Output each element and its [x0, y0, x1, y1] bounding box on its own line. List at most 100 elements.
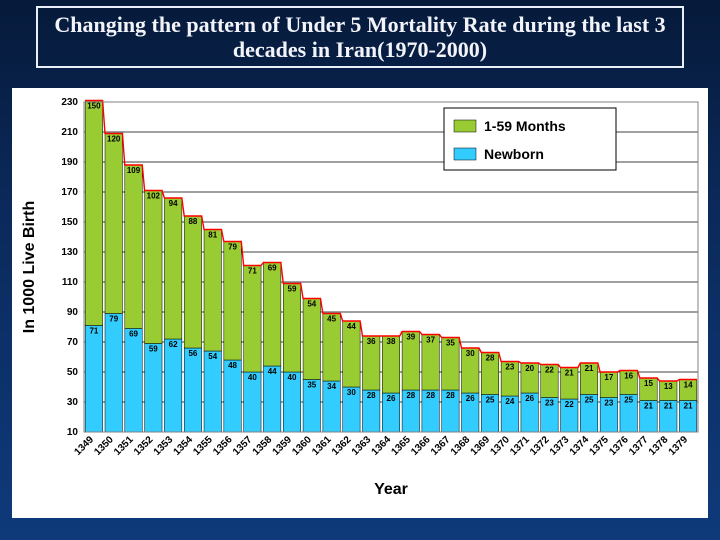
bar-label-newborn: 21: [684, 402, 693, 411]
bar-label-newborn: 28: [406, 391, 415, 400]
bar-months59: [184, 216, 201, 348]
bar-months59: [204, 230, 221, 352]
bar-months59: [164, 198, 181, 339]
x-tick-label: 1351: [112, 434, 136, 458]
x-tick-label: 1361: [310, 434, 334, 458]
bar-months59: [263, 263, 280, 367]
legend-label: 1-59 Months: [484, 118, 566, 134]
bar-label-newborn: 69: [129, 330, 138, 339]
bar-newborn: [184, 348, 201, 432]
slide-root: Changing the pattern of Under 5 Mortalit…: [0, 0, 720, 540]
x-tick-label: 1372: [528, 434, 552, 458]
y-tick-label: 70: [67, 337, 79, 348]
bar-months59: [125, 165, 142, 329]
x-tick-label: 1357: [231, 434, 255, 458]
x-tick-label: 1363: [350, 434, 374, 458]
x-tick-label: 1353: [152, 434, 176, 458]
x-tick-label: 1366: [409, 434, 433, 458]
x-tick-label: 1352: [132, 434, 156, 458]
y-tick-label: 110: [62, 277, 79, 288]
slide-title: Changing the pattern of Under 5 Mortalit…: [52, 12, 668, 63]
bar-months59: [224, 242, 241, 361]
bar-newborn: [204, 351, 221, 432]
bar-label-newborn: 44: [268, 367, 277, 376]
bar-newborn: [164, 339, 181, 432]
legend-label: Newborn: [484, 146, 544, 162]
x-tick-label: 1373: [548, 434, 572, 458]
x-tick-label: 1367: [429, 434, 453, 458]
bar-months59: [105, 134, 122, 314]
bar-label-newborn: 28: [446, 391, 455, 400]
bar-label-newborn: 62: [169, 340, 178, 349]
bar-label-months59: 59: [288, 285, 297, 294]
bar-label-newborn: 28: [426, 391, 435, 400]
x-tick-label: 1356: [211, 434, 235, 458]
bar-newborn: [224, 360, 241, 432]
x-tick-label: 1354: [172, 434, 196, 458]
bar-label-months59: 88: [188, 217, 197, 226]
bar-label-newborn: 25: [624, 396, 633, 405]
bar-label-months59: 14: [684, 381, 693, 390]
bar-label-newborn: 23: [545, 399, 554, 408]
bar-label-months59: 13: [664, 382, 673, 391]
x-tick-label: 1376: [607, 434, 631, 458]
chart-container: 1030507090110130150170190210230150711207…: [12, 88, 708, 518]
slide-title-box: Changing the pattern of Under 5 Mortalit…: [36, 6, 684, 68]
y-tick-label: 210: [61, 127, 78, 138]
bar-label-newborn: 22: [565, 400, 574, 409]
bar-label-newborn: 71: [89, 327, 98, 336]
bar-label-newborn: 25: [585, 396, 594, 405]
y-tick-label: 170: [61, 187, 78, 198]
x-tick-label: 1360: [290, 434, 314, 458]
y-tick-label: 230: [61, 97, 78, 108]
bar-label-newborn: 23: [604, 399, 613, 408]
bar-label-months59: 22: [545, 366, 554, 375]
bar-months59: [145, 191, 162, 344]
bar-label-newborn: 35: [307, 381, 316, 390]
legend-swatch: [454, 120, 476, 132]
bar-label-newborn: 26: [525, 394, 534, 403]
bar-label-months59: 38: [387, 337, 396, 346]
x-tick-label: 1369: [469, 434, 493, 458]
y-tick-label: 150: [61, 217, 78, 228]
x-tick-label: 1350: [92, 434, 116, 458]
bar-label-newborn: 40: [288, 373, 297, 382]
legend-swatch: [454, 148, 476, 160]
x-axis-label: Year: [374, 481, 408, 498]
bar-label-months59: 39: [406, 333, 415, 342]
bar-label-newborn: 24: [505, 397, 514, 406]
x-tick-label: 1374: [568, 434, 592, 458]
y-axis-label: In 1000 Live Birth: [21, 201, 38, 334]
y-tick-label: 50: [67, 367, 79, 378]
bar-newborn: [125, 329, 142, 433]
bar-label-months59: 69: [268, 264, 277, 273]
bar-label-months59: 23: [505, 363, 514, 372]
bar-label-months59: 102: [147, 192, 161, 201]
bar-newborn: [145, 344, 162, 433]
bar-label-newborn: 48: [228, 361, 237, 370]
bar-label-months59: 21: [565, 369, 574, 378]
bar-label-months59: 120: [107, 135, 121, 144]
x-tick-label: 1377: [627, 434, 651, 458]
bar-newborn: [105, 314, 122, 433]
x-tick-label: 1368: [449, 434, 473, 458]
x-tick-label: 1375: [587, 434, 611, 458]
bar-label-months59: 36: [367, 337, 376, 346]
bar-label-newborn: 56: [188, 349, 197, 358]
x-tick-label: 1359: [271, 434, 295, 458]
bar-label-months59: 30: [466, 349, 475, 358]
bar-label-newborn: 59: [149, 345, 158, 354]
bar-months59: [85, 101, 102, 326]
bar-label-months59: 44: [347, 322, 356, 331]
x-tick-label: 1362: [330, 434, 354, 458]
bar-label-months59: 20: [525, 364, 534, 373]
bar-label-months59: 37: [426, 336, 435, 345]
bar-label-months59: 109: [127, 166, 141, 175]
x-tick-label: 1355: [191, 434, 215, 458]
bar-months59: [244, 266, 261, 373]
bar-label-months59: 17: [604, 373, 613, 382]
bar-label-months59: 81: [208, 231, 217, 240]
x-tick-label: 1378: [647, 434, 671, 458]
bar-months59: [323, 314, 340, 382]
bar-label-newborn: 40: [248, 373, 257, 382]
